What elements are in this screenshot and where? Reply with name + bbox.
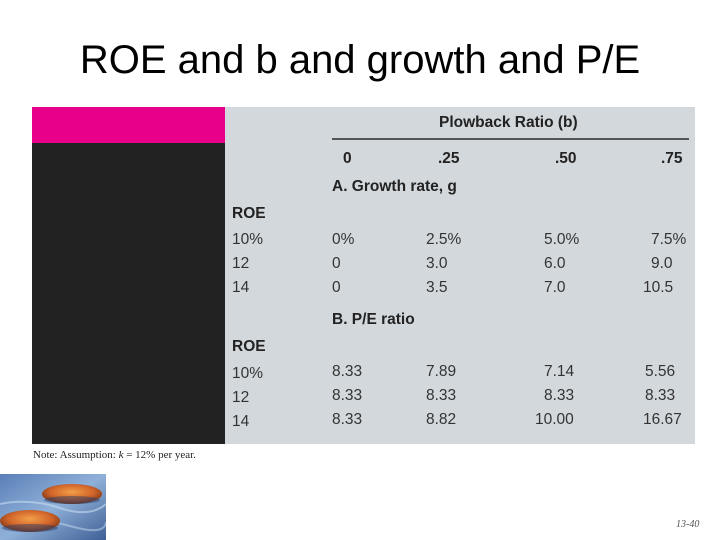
- a-row-2-col-1: 3.0: [426, 255, 448, 272]
- b-row-2-col-0: 8.33: [332, 387, 363, 404]
- b-row-3-roe: 14: [232, 413, 250, 430]
- header-rule: [332, 138, 689, 140]
- a-row-1-col-0: 0%: [332, 231, 355, 248]
- b-row-3-col-3: 16.67: [643, 411, 682, 428]
- b-row-3-col-2: 10.00: [535, 411, 574, 428]
- col-header-0: 0: [343, 150, 352, 167]
- note-variable: k: [118, 449, 124, 461]
- b-row-1-roe: 10%: [232, 365, 264, 382]
- section-a-title: A. Growth rate, g: [332, 178, 457, 195]
- col-header-3: .75: [661, 150, 683, 167]
- note-suffix: = 12% per year.: [123, 449, 196, 461]
- section-b-row-header: ROE: [232, 338, 266, 355]
- a-row-2-col-0: 0: [332, 255, 341, 272]
- b-row-1-col-0: 8.33: [332, 363, 363, 380]
- col-header-1: .25: [438, 150, 460, 167]
- a-row-3-col-3: 10.5: [643, 279, 674, 296]
- a-row-3-col-1: 3.5: [426, 279, 448, 296]
- a-row-2-roe: 12: [232, 255, 250, 272]
- a-row-3-roe: 14: [232, 279, 250, 296]
- a-row-1-col-2: 5.0%: [544, 231, 580, 248]
- b-row-2-roe: 12: [232, 389, 250, 406]
- b-row-3-col-0: 8.33: [332, 411, 363, 428]
- a-row-3-col-0: 0: [332, 279, 341, 296]
- a-row-1-roe: 10%: [232, 231, 264, 248]
- page-number: 13-40: [676, 519, 700, 530]
- a-row-2-col-2: 6.0: [544, 255, 566, 272]
- dark-column: [32, 143, 225, 444]
- b-row-2-col-3: 8.33: [645, 387, 676, 404]
- stones-logo-icon: [0, 474, 106, 540]
- a-row-2-col-3: 9.0: [651, 255, 673, 272]
- b-row-1-col-2: 7.14: [544, 363, 575, 380]
- b-row-2-col-2: 8.33: [544, 387, 575, 404]
- table-note: Note: Assumption: k = 12% per year.: [33, 449, 196, 461]
- b-row-3-col-1: 8.82: [426, 411, 457, 428]
- section-a-row-header: ROE: [232, 205, 266, 222]
- a-row-1-col-3: 7.5%: [651, 231, 687, 248]
- accent-bar: [32, 107, 225, 143]
- b-row-2-col-1: 8.33: [426, 387, 457, 404]
- b-row-1-col-3: 5.56: [645, 363, 676, 380]
- a-row-3-col-2: 7.0: [544, 279, 566, 296]
- plowback-header: Plowback Ratio (b): [439, 114, 578, 131]
- slide-title: ROE and b and growth and P/E: [79, 38, 641, 82]
- b-row-1-col-1: 7.89: [426, 363, 457, 380]
- table-panel: [225, 107, 695, 444]
- note-prefix: Note: Assumption:: [33, 449, 119, 461]
- col-header-2: .50: [555, 150, 577, 167]
- a-row-1-col-1: 2.5%: [426, 231, 462, 248]
- section-b-title: B. P/E ratio: [332, 311, 415, 328]
